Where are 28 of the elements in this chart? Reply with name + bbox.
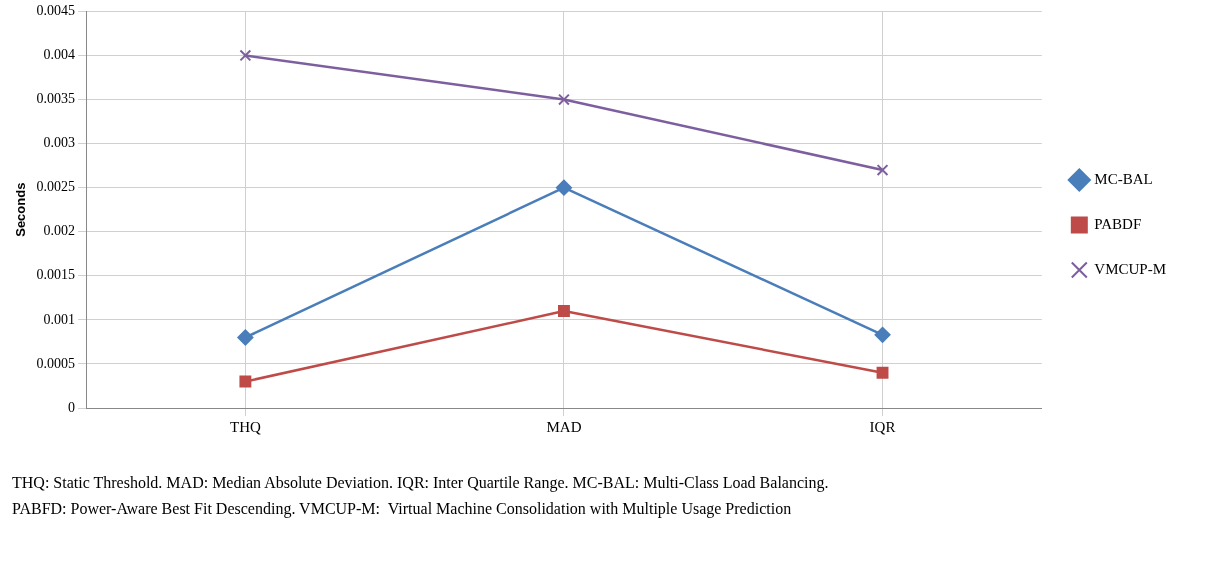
y-tick-label: 0.004 [43, 47, 76, 63]
point [876, 366, 889, 379]
point [558, 93, 570, 106]
x-tick-label: MAD [546, 418, 582, 435]
text: THQ: Static Threshold. MAD: Median Absolute Deviation. IQR: Inter Quartile Range. MC-BAL: Multi-Class Load Balancing. [12, 473, 829, 494]
y-tick-label: 0.0025 [36, 179, 76, 195]
point [239, 49, 252, 62]
y-tick-label: 0.003 [43, 135, 76, 151]
point [555, 179, 572, 196]
y-tick-label: 0.002 [43, 223, 76, 239]
y-tick-label: 0.0035 [36, 91, 76, 107]
legend-label: VMCUP-M [1094, 260, 1167, 277]
point [876, 164, 889, 176]
y-tick-label: 0.001 [43, 311, 76, 327]
y-tick-label: 0.0045 [36, 3, 76, 19]
x-tick-label: IQR [869, 418, 896, 435]
text: PABFD: Power-Aware Best Fit Descending. VMCUP-M: Virtual Machine Consolidation with Multiple Usage Prediction [12, 499, 793, 520]
legend-label: PABDF [1094, 215, 1142, 232]
point [237, 329, 254, 346]
y-axis-title: Seconds [13, 182, 29, 237]
point [874, 326, 891, 343]
point [239, 375, 252, 388]
legend-label: MC-BAL [1094, 170, 1153, 187]
point [558, 305, 570, 317]
y-tick-label: 0.0015 [36, 267, 76, 283]
x-tick-label: THQ [229, 418, 261, 435]
y-tick-label: 0.0005 [36, 355, 76, 371]
y-tick-label: 0 [68, 399, 76, 415]
